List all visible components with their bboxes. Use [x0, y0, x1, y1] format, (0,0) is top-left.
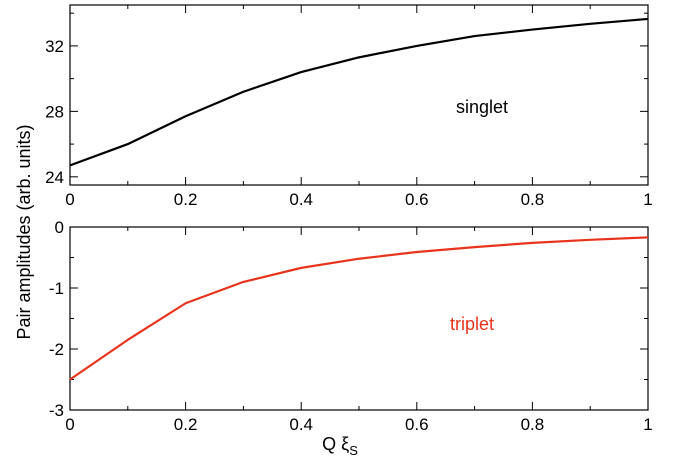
x-tick-label: 0	[65, 190, 74, 209]
x-tick-label: 0.4	[289, 415, 313, 434]
x-axis-title-main: Q ξ	[322, 434, 349, 454]
x-tick-label: 0.8	[521, 190, 545, 209]
x-tick-label: 0	[65, 415, 74, 434]
x-tick-label: 0.6	[405, 415, 429, 434]
singlet-plot-frame	[69, 4, 649, 186]
y-tick-label: 0	[55, 218, 64, 237]
x-tick-label: 0.6	[405, 190, 429, 209]
singlet-line	[69, 17, 649, 167]
triplet-x-tick-labels: 0 0.2 0.4 0.6 0.8 1	[65, 415, 652, 434]
y-tick-label: 28	[45, 102, 64, 121]
singlet-y-tick-labels: 24 28 32	[45, 37, 64, 187]
singlet-panel: 0 0.2 0.4 0.6 0.8 1 24 28 32 singlet	[45, 4, 653, 209]
triplet-series	[69, 236, 649, 381]
singlet-annotation: singlet	[456, 97, 508, 117]
triplet-y-tick-labels: -3 -2 -1 0	[49, 218, 64, 420]
x-tick-label: 0.2	[174, 415, 198, 434]
triplet-axis-ticks	[69, 226, 649, 411]
x-tick-label: 1	[643, 190, 652, 209]
x-tick-label: 0.4	[289, 190, 313, 209]
y-tick-label: -3	[49, 401, 64, 420]
y-tick-label: 24	[45, 168, 64, 187]
triplet-panel: 0 0.2 0.4 0.6 0.8 1 -3 -2 -1 0 triplet	[49, 218, 653, 434]
x-tick-label: 0.2	[174, 190, 198, 209]
y-tick-label: -1	[49, 279, 64, 298]
triplet-plot-frame	[69, 226, 649, 411]
y-axis-title: Pair amplitudes (arb. units)	[14, 124, 34, 339]
singlet-axis-ticks	[69, 5, 649, 185]
x-tick-label: 0.8	[521, 415, 545, 434]
triplet-annotation: triplet	[450, 314, 494, 334]
x-axis-title: Q ξS	[322, 434, 358, 458]
x-axis-title-subscript: S	[349, 443, 358, 458]
x-tick-label: 1	[643, 415, 652, 434]
y-tick-label: 32	[45, 37, 64, 56]
singlet-series	[69, 17, 649, 167]
triplet-line	[69, 236, 649, 381]
singlet-x-tick-labels: 0 0.2 0.4 0.6 0.8 1	[65, 190, 652, 209]
y-tick-label: -2	[49, 340, 64, 359]
